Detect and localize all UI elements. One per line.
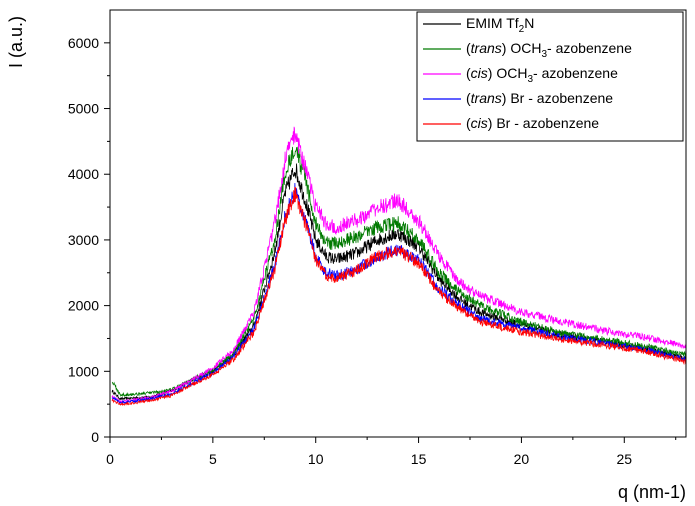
- x-tick-label: 5: [209, 451, 217, 467]
- x-tick-label: 20: [514, 451, 530, 467]
- legend-entry: (cis) OCH3- azobenzene: [466, 65, 618, 85]
- y-tick-label: 0: [91, 429, 99, 445]
- series-layer: [111, 126, 686, 407]
- y-tick-label: 5000: [68, 101, 99, 117]
- plot-frame: [109, 9, 687, 438]
- legend-entry: (trans) OCH3- azobenzene: [466, 40, 632, 60]
- x-axis: 0 5 10 15 20 25: [106, 437, 677, 467]
- series-line-1: [111, 146, 686, 398]
- series-line-2: [111, 126, 686, 404]
- y-tick-label: 3000: [68, 232, 99, 248]
- x-tick-label: 0: [106, 451, 114, 467]
- y-tick-label: 1000: [68, 363, 99, 379]
- series-line-3: [111, 182, 686, 405]
- legend: EMIM Tf2N (trans) OCH3- azobenzene (cis) O…: [416, 11, 684, 142]
- legend-entry: (cis) Br - azobenzene: [466, 115, 599, 131]
- series-line-4: [111, 186, 686, 407]
- legend-entry: EMIM Tf2N: [466, 15, 534, 35]
- x-tick-label: 25: [616, 451, 632, 467]
- y-axis: 0 1000 2000 3000 4000 5000 6000: [68, 35, 110, 445]
- y-tick-label: 4000: [68, 166, 99, 182]
- x-tick-label: 15: [411, 451, 427, 467]
- x-tick-label: 10: [308, 451, 324, 467]
- y-tick-label: 2000: [68, 298, 99, 314]
- legend-box: [416, 11, 684, 142]
- legend-entry: (trans) Br - azobenzene: [466, 90, 613, 106]
- y-tick-label: 6000: [68, 35, 99, 51]
- x-axis-title: q (nm-1): [618, 482, 686, 502]
- y-axis-title: I (a.u.): [6, 16, 26, 68]
